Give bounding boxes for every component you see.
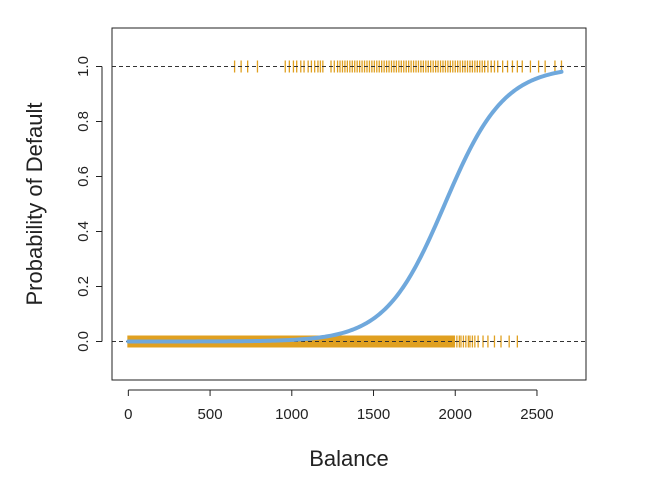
x-tick-label-0: 0 (124, 406, 132, 423)
y-axis: 0.0 0.2 0.4 0.6 0.8 1.0 (75, 56, 103, 352)
x-tick-label-2: 1000 (275, 406, 308, 423)
x-tick-label-4: 2000 (439, 406, 472, 423)
y-tick-label-2: 0.4 (75, 221, 92, 242)
x-tick-label-1: 500 (198, 406, 223, 423)
y-tick-label-3: 0.6 (75, 166, 92, 187)
y-tick-label-4: 0.8 (75, 111, 92, 132)
y-tick-label-1: 0.2 (75, 276, 92, 297)
y-axis-title: Probability of Default (22, 103, 47, 306)
x-tick-label-5: 2500 (520, 406, 553, 423)
logistic-curve-0 (126, 69, 564, 344)
rug-marks (127, 60, 563, 348)
y-tick-label-0: 0.0 (75, 331, 92, 352)
plot-frame (111, 27, 587, 381)
reference-lines (112, 66, 586, 342)
x-axis: 0 500 1000 1500 2000 2500 (124, 389, 554, 423)
y-tick-label-5: 1.0 (75, 56, 92, 77)
fitted-curve (126, 69, 564, 344)
x-tick-label-3: 1500 (357, 406, 390, 423)
x-axis-title: Balance (309, 446, 389, 471)
plot-border (111, 27, 587, 381)
